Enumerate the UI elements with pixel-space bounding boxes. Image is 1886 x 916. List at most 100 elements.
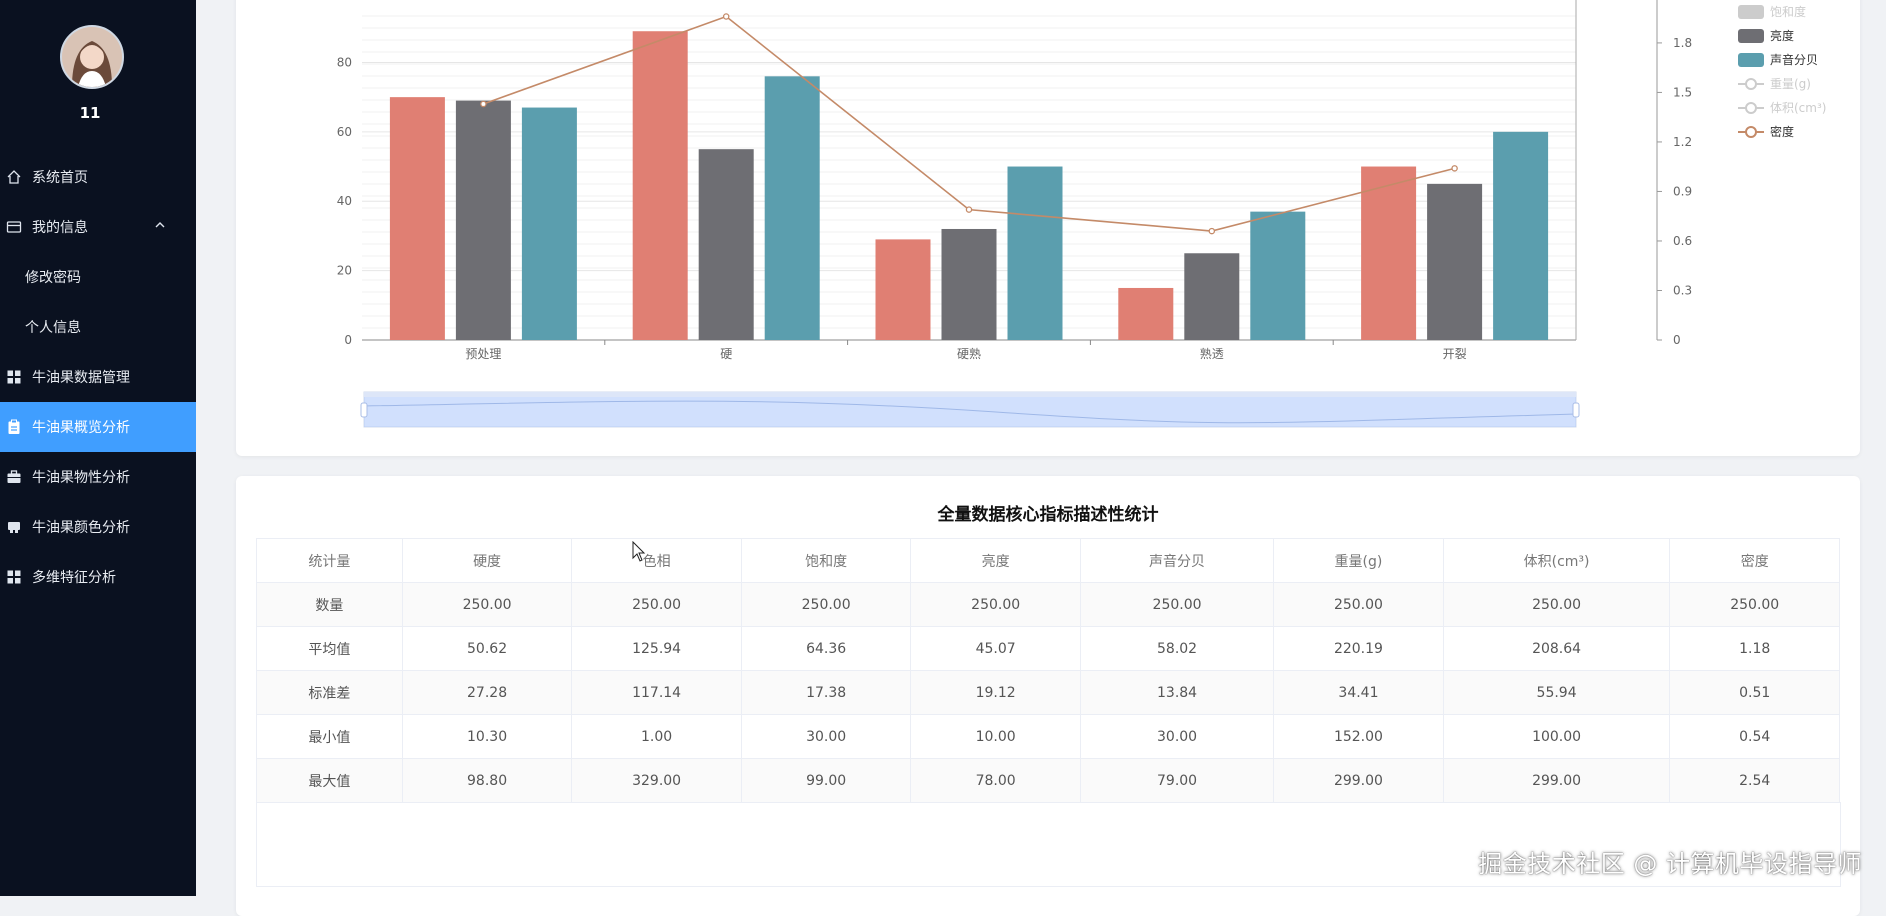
table-header-cell: 硬度: [401, 538, 573, 583]
table-cell: 250.00: [1079, 582, 1275, 627]
y-right-tick-label: 0.3: [1673, 283, 1692, 297]
sidebar-item-label: 牛油果概览分析: [32, 420, 130, 436]
bar-0-3: [1118, 287, 1174, 340]
table-cell: 标准差: [256, 670, 403, 715]
bar-1-3: [1184, 253, 1240, 340]
datazoom-left-handle: [360, 402, 368, 418]
y-right-tick-label: 0.9: [1673, 184, 1692, 198]
legend-marker-3: [1745, 78, 1757, 90]
x-tick-label: 预处理: [465, 347, 501, 361]
y-left-tick-label: 60: [337, 125, 352, 139]
table-header-cell: 密度: [1669, 538, 1840, 583]
y-left-tick-label: 20: [337, 264, 352, 278]
bar-2-3: [1250, 211, 1306, 340]
table-cell: 250.00: [1273, 582, 1444, 627]
x-tick-label: 硬: [720, 347, 732, 361]
card-icon: [6, 219, 22, 235]
table-row: 标准差 27.28 117.14 17.38 19.12 13.84 34.41 55.94 0…: [256, 670, 1840, 715]
grid-icon: [6, 369, 22, 385]
x-tick-label: 熟透: [1200, 346, 1224, 361]
x-tick-label: 硬熟: [957, 346, 981, 361]
sidebar-item-8[interactable]: 多维特征分析: [0, 552, 196, 602]
bar-0-2: [875, 239, 931, 340]
sidebar-item-5[interactable]: 牛油果概览分析: [0, 402, 196, 452]
sidebar-item-6[interactable]: 牛油果物性分析: [0, 452, 196, 502]
table-cell: 平均值: [256, 626, 403, 671]
bar-1-0: [455, 100, 511, 340]
sidebar-item-0[interactable]: 系统首页: [0, 152, 196, 202]
table-header-cell: 体积(cm³): [1442, 538, 1671, 583]
sidebar-item-7[interactable]: 牛油果颜色分析: [0, 502, 196, 552]
table-cell: 30.00: [740, 714, 912, 759]
sidebar-item-4[interactable]: 牛油果数据管理: [0, 352, 196, 402]
username: 11: [79, 104, 101, 122]
avatar[interactable]: [60, 25, 124, 89]
line-point-3-0: [480, 100, 487, 108]
y-left-tick-label: 0: [344, 333, 352, 347]
table-cell: 19.12: [910, 670, 1081, 715]
legend-label-2: 声音分贝: [1770, 52, 1818, 67]
table-cell: 98.80: [401, 758, 573, 803]
table-cell: 13.84: [1079, 670, 1275, 715]
sidebar-item-3[interactable]: 个人信息: [0, 302, 196, 352]
table-cell: 117.14: [571, 670, 742, 715]
x-tick-label: 开裂: [1443, 347, 1467, 361]
sidebar-item-label: 多维特征分析: [32, 570, 116, 586]
datazoom-selection: [364, 392, 1576, 427]
y-right-tick-label: 1.5: [1673, 85, 1692, 99]
bar-0-1: [632, 31, 688, 341]
table-cell: 最大值: [256, 758, 403, 803]
table-body: 数量 250.00 250.00 250.00 250.00 250.00 250.00 25…: [256, 582, 1840, 803]
bar-0-0: [389, 97, 445, 341]
table-cell: 34.41: [1273, 670, 1444, 715]
sidebar-item-label: 系统首页: [32, 170, 88, 186]
legend-swatch-2: [1738, 53, 1764, 67]
table-cell: 10.00: [910, 714, 1081, 759]
table-header-cell: 重量(g): [1273, 538, 1444, 583]
line-point-3-2: [965, 206, 973, 213]
table-title: 全量数据核心指标描述性统计: [937, 505, 1159, 525]
stamp-icon: [6, 519, 22, 535]
home-icon: [6, 169, 22, 185]
table-cell: 0.54: [1669, 714, 1840, 759]
table-cell: 250.00: [1442, 582, 1671, 627]
legend-label-1: 亮度: [1770, 28, 1794, 43]
bar-2-2: [1007, 166, 1063, 340]
table-row: 最小值 10.30 1.00 30.00 10.00 30.00 152.00 100.00 0…: [256, 714, 1840, 759]
table-cell: 250.00: [1669, 582, 1840, 627]
table-cell: 250.00: [571, 582, 742, 627]
y-right-tick-label: 0: [1673, 333, 1681, 347]
bar-1-2: [941, 228, 997, 340]
table-cell: 299.00: [1273, 758, 1444, 803]
y-left-tick-label: 80: [337, 55, 352, 69]
table-row: 最大值 98.80 329.00 99.00 78.00 79.00 299.00 299.0…: [256, 758, 1840, 803]
bar-2-1: [764, 76, 820, 340]
table-header-row: 统计量 硬度 色相 饱和度 亮度 声音分贝 重量(g) 体积(cm³) 密度: [256, 538, 1840, 583]
table-row: 平均值 50.62 125.94 64.36 45.07 58.02 220.19 208.6…: [256, 626, 1840, 671]
table-header-cell: 声音分贝: [1079, 538, 1275, 583]
chevron-up-icon[interactable]: [154, 219, 166, 231]
table-cell: 250.00: [401, 582, 573, 627]
sidebar-item-2[interactable]: 修改密码: [0, 252, 196, 302]
table-cell: 125.94: [571, 626, 742, 671]
table-cell: 最小值: [256, 714, 403, 759]
bar-2-0: [521, 107, 577, 340]
sidebar-item-label: 修改密码: [25, 270, 81, 286]
sidebar-menu: 系统首页我的信息修改密码个人信息 牛油果数据管理牛油果概览分析牛油果物性分析牛油果…: [0, 152, 196, 602]
legend-label-4: 体积(cm³): [1770, 101, 1826, 115]
line-point-3-4: [1451, 165, 1458, 172]
table-cell: 17.38: [740, 670, 912, 715]
table-cell: 100.00: [1442, 714, 1671, 759]
sidebar-item-label: 牛油果颜色分析: [32, 520, 130, 536]
table-cell: 64.36: [740, 626, 912, 671]
table-cell: 299.00: [1442, 758, 1671, 803]
table-cell: 79.00: [1079, 758, 1275, 803]
table-cell: 0.51: [1669, 670, 1840, 715]
table-cell: 250.00: [910, 582, 1081, 627]
briefcase-icon: [6, 469, 22, 485]
line-point-3-3: [1208, 227, 1216, 235]
legend-label-0: 饱和度: [1770, 4, 1806, 19]
table-cell: 1.18: [1669, 626, 1840, 671]
sidebar-item-1[interactable]: 我的信息: [0, 202, 196, 252]
clipboard-icon: [6, 419, 22, 435]
